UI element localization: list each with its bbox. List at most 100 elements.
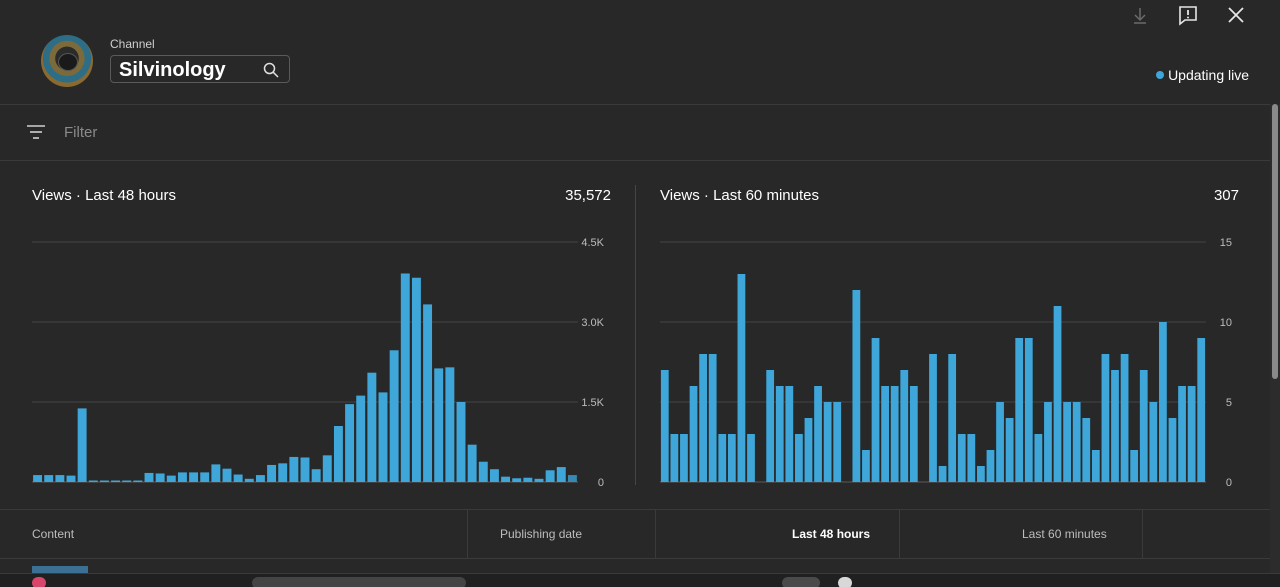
chart-bar[interactable] bbox=[1159, 322, 1167, 482]
chart-bar[interactable] bbox=[166, 475, 176, 482]
chart-bar[interactable] bbox=[44, 475, 54, 482]
channel-avatar[interactable] bbox=[41, 35, 93, 87]
chart-bar[interactable] bbox=[996, 402, 1004, 482]
chart-bar[interactable] bbox=[852, 290, 861, 482]
chart-bar[interactable] bbox=[670, 434, 679, 482]
column-last-60-minutes[interactable]: Last 60 minutes bbox=[1022, 527, 1107, 541]
chart-bar[interactable] bbox=[345, 404, 355, 482]
filter-input[interactable]: Filter bbox=[64, 124, 98, 141]
chart-bar[interactable] bbox=[534, 478, 544, 482]
chart-bar[interactable] bbox=[88, 480, 98, 483]
chart-bar[interactable] bbox=[1053, 306, 1062, 482]
chart-bar[interactable] bbox=[356, 395, 366, 482]
chart-bar[interactable] bbox=[814, 386, 822, 482]
column-last-48-hours[interactable]: Last 48 hours bbox=[792, 527, 871, 541]
chart-bar[interactable] bbox=[523, 477, 533, 482]
search-icon[interactable] bbox=[263, 62, 279, 78]
chart-bar[interactable] bbox=[278, 463, 288, 482]
chart-bar[interactable] bbox=[977, 466, 985, 482]
chart-bar[interactable] bbox=[122, 480, 132, 483]
chart-bar[interactable] bbox=[1197, 338, 1206, 482]
chart-bar[interactable] bbox=[512, 478, 522, 482]
chart-bar[interactable] bbox=[333, 426, 343, 482]
chart-bar[interactable] bbox=[957, 434, 966, 482]
chart-bar[interactable] bbox=[1168, 418, 1177, 482]
chart-bar[interactable] bbox=[890, 386, 899, 482]
chart-bar[interactable] bbox=[144, 472, 154, 482]
chart-bar[interactable] bbox=[244, 478, 254, 482]
chart-bar[interactable] bbox=[804, 418, 813, 482]
chart-bar[interactable] bbox=[501, 476, 511, 482]
chart-bar[interactable] bbox=[766, 370, 775, 482]
chart-bar[interactable] bbox=[795, 434, 803, 482]
chart-bar[interactable] bbox=[389, 350, 399, 482]
chart-bar[interactable] bbox=[222, 468, 232, 482]
channel-search-box[interactable]: Silvinology bbox=[110, 55, 290, 83]
chart-bar[interactable] bbox=[445, 367, 455, 482]
chart-bar[interactable] bbox=[211, 464, 221, 482]
chart-bar[interactable] bbox=[423, 304, 433, 482]
scrollbar-thumb[interactable] bbox=[1272, 104, 1278, 379]
chart-bar[interactable] bbox=[111, 480, 121, 483]
chart-bar[interactable] bbox=[948, 354, 957, 482]
chart-bar[interactable] bbox=[747, 434, 755, 482]
chart-bar[interactable] bbox=[255, 475, 265, 482]
download-icon[interactable] bbox=[1129, 4, 1151, 26]
chart-bar[interactable] bbox=[233, 474, 243, 482]
chart-bar[interactable] bbox=[862, 450, 870, 482]
close-icon[interactable] bbox=[1225, 4, 1247, 26]
chart-bar[interactable] bbox=[99, 480, 109, 483]
column-content[interactable]: Content bbox=[32, 527, 75, 541]
chart-bar[interactable] bbox=[322, 455, 332, 482]
taskbar-app-icon[interactable] bbox=[782, 577, 820, 587]
chart-bar[interactable] bbox=[1091, 450, 1100, 482]
chart-bar[interactable] bbox=[1120, 354, 1129, 482]
chart-bar[interactable] bbox=[823, 402, 832, 482]
chart-bar[interactable] bbox=[267, 464, 277, 482]
taskbar-app-icon[interactable] bbox=[32, 577, 46, 587]
chart-bar[interactable] bbox=[727, 434, 736, 482]
chart-bar[interactable] bbox=[938, 466, 947, 482]
chart-bar[interactable] bbox=[467, 444, 477, 482]
chart-bar[interactable] bbox=[133, 480, 143, 483]
chart-bar[interactable] bbox=[434, 368, 444, 482]
chart-bar[interactable] bbox=[77, 408, 87, 482]
chart-bar[interactable] bbox=[55, 475, 65, 482]
chart-bar[interactable] bbox=[1101, 354, 1110, 482]
chart-bar[interactable] bbox=[871, 338, 880, 482]
chart-bar[interactable] bbox=[1044, 402, 1052, 482]
chart-bar[interactable] bbox=[489, 469, 499, 482]
chart-bar[interactable] bbox=[1072, 402, 1081, 482]
chart-bar[interactable] bbox=[785, 386, 794, 482]
chart-bar[interactable] bbox=[929, 354, 937, 482]
chart-bar[interactable] bbox=[556, 467, 566, 482]
chart-bar[interactable] bbox=[200, 472, 210, 482]
chart-bar[interactable] bbox=[881, 386, 889, 482]
chart-bar[interactable] bbox=[1024, 338, 1033, 482]
chart-bar[interactable] bbox=[737, 274, 746, 482]
feedback-icon[interactable] bbox=[1177, 4, 1199, 26]
chart-bar[interactable] bbox=[1082, 418, 1091, 482]
chart-bar[interactable] bbox=[1178, 386, 1186, 482]
chart-bar[interactable] bbox=[1130, 450, 1139, 482]
chart-bar[interactable] bbox=[986, 450, 995, 482]
chart-bar[interactable] bbox=[1005, 418, 1014, 482]
chart-bar[interactable] bbox=[378, 392, 388, 482]
chart-bar[interactable] bbox=[456, 402, 466, 482]
taskbar-app-icon[interactable] bbox=[838, 577, 852, 587]
chart-bar[interactable] bbox=[660, 370, 669, 482]
filter-bar[interactable]: Filter bbox=[0, 105, 1270, 161]
chart-bar[interactable] bbox=[699, 354, 707, 482]
column-publishing-date[interactable]: Publishing date bbox=[500, 527, 583, 541]
chart-bar[interactable] bbox=[411, 277, 421, 482]
chart-bar[interactable] bbox=[367, 372, 377, 482]
chart-bar[interactable] bbox=[545, 470, 555, 482]
chart-bar[interactable] bbox=[311, 469, 321, 482]
chart-bar[interactable] bbox=[567, 475, 577, 482]
chart-bar[interactable] bbox=[1063, 402, 1071, 482]
chart-bar[interactable] bbox=[177, 472, 187, 482]
chart-bar[interactable] bbox=[833, 402, 842, 482]
chart-bar[interactable] bbox=[155, 473, 165, 482]
chart-bar[interactable] bbox=[289, 456, 299, 482]
chart-bar[interactable] bbox=[33, 475, 43, 482]
